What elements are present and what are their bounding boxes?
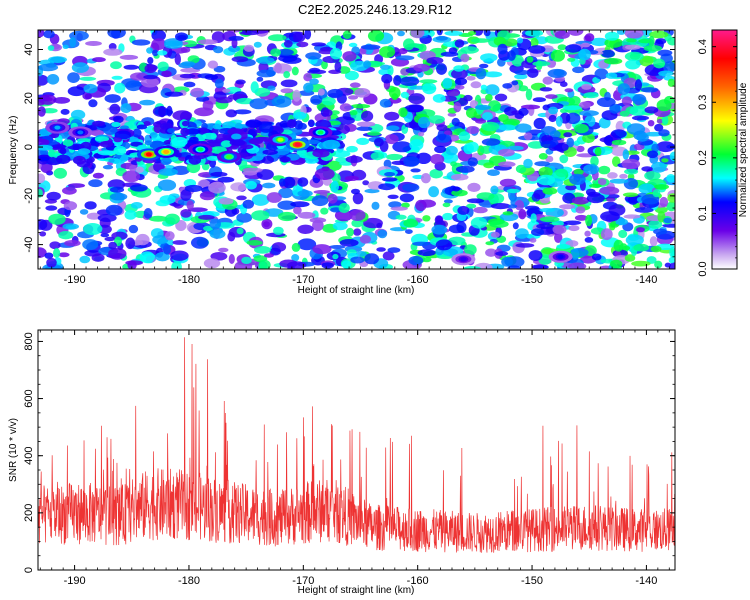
spectral-peak <box>226 154 232 159</box>
colorbar-tick-label: 0.4 <box>697 39 709 54</box>
x-tick-label: -190 <box>64 575 86 587</box>
snr-panel: -190 -180 -170 -160 -150 -140 0 200 400 600 800 H… <box>8 329 676 596</box>
spectral-peak <box>54 125 61 130</box>
y-tick-label: 600 <box>23 389 35 407</box>
y-tick-label: 800 <box>23 332 35 350</box>
spectral-peak <box>557 254 564 259</box>
y-tick-label: 20 <box>23 92 35 104</box>
spectral-peak <box>277 137 284 142</box>
y-tick-label: 0 <box>23 567 35 573</box>
x-tick-label: -140 <box>635 274 657 286</box>
x-tick-label: -150 <box>521 274 543 286</box>
colorbar-tick-label: 0.3 <box>697 95 709 110</box>
snr-series-line <box>38 337 675 553</box>
colorbar-gradient <box>712 30 737 269</box>
spectrogram-frame <box>37 29 676 270</box>
spectral-peak <box>317 130 324 135</box>
y-tick-label: 200 <box>23 504 35 522</box>
snr-frame <box>37 329 676 571</box>
x-tick-label: -140 <box>635 575 657 587</box>
x-tick-label: -180 <box>178 274 200 286</box>
spectrogram-image <box>38 30 675 269</box>
spectral-peak <box>294 142 301 147</box>
y-tick-label: -40 <box>23 237 35 253</box>
spectral-peak <box>197 147 204 152</box>
spectral-peak <box>460 257 467 262</box>
colorbar-label: Normalized spectral amplitude <box>738 82 749 217</box>
y-tick-label: 400 <box>23 447 35 465</box>
spectrogram-ylabel: Frequency (Hz) <box>8 116 19 185</box>
x-tick-label: -160 <box>407 575 429 587</box>
spectral-peak <box>163 149 170 154</box>
snr-xlabel: Height of straight line (km) <box>298 585 415 596</box>
colorbar: 0.0 0.1 0.2 0.3 0.4 Normalized spectral ampl… <box>697 29 749 277</box>
spectral-peak <box>145 152 152 157</box>
colorbar-frame <box>711 29 738 270</box>
y-tick-label: 40 <box>23 43 35 55</box>
spectrogram-panel: -190 -180 -170 -160 -150 -140 -40 -20 0 20 40 Hei… <box>8 29 676 296</box>
x-tick-label: -160 <box>407 274 429 286</box>
x-tick-label: -170 <box>292 575 314 587</box>
spectrogram-xlabel: Height of straight line (km) <box>298 285 415 296</box>
x-tick-label: -180 <box>178 575 200 587</box>
x-tick-label: -150 <box>521 575 543 587</box>
colorbar-tick-label: 0.2 <box>697 150 709 165</box>
colorbar-tick-label: 0.1 <box>697 206 709 221</box>
figure-title: C2E2.2025.246.13.29.R12 <box>298 2 452 17</box>
colorbar-tick-label: 0.0 <box>697 261 709 276</box>
y-tick-label: 0 <box>23 144 35 150</box>
snr-ylabel: SNR (10 * v/v) <box>8 418 19 482</box>
x-tick-label: -170 <box>292 274 314 286</box>
x-tick-label: -190 <box>64 274 86 286</box>
spectral-peak <box>77 130 84 135</box>
y-tick-label: -20 <box>23 188 35 204</box>
